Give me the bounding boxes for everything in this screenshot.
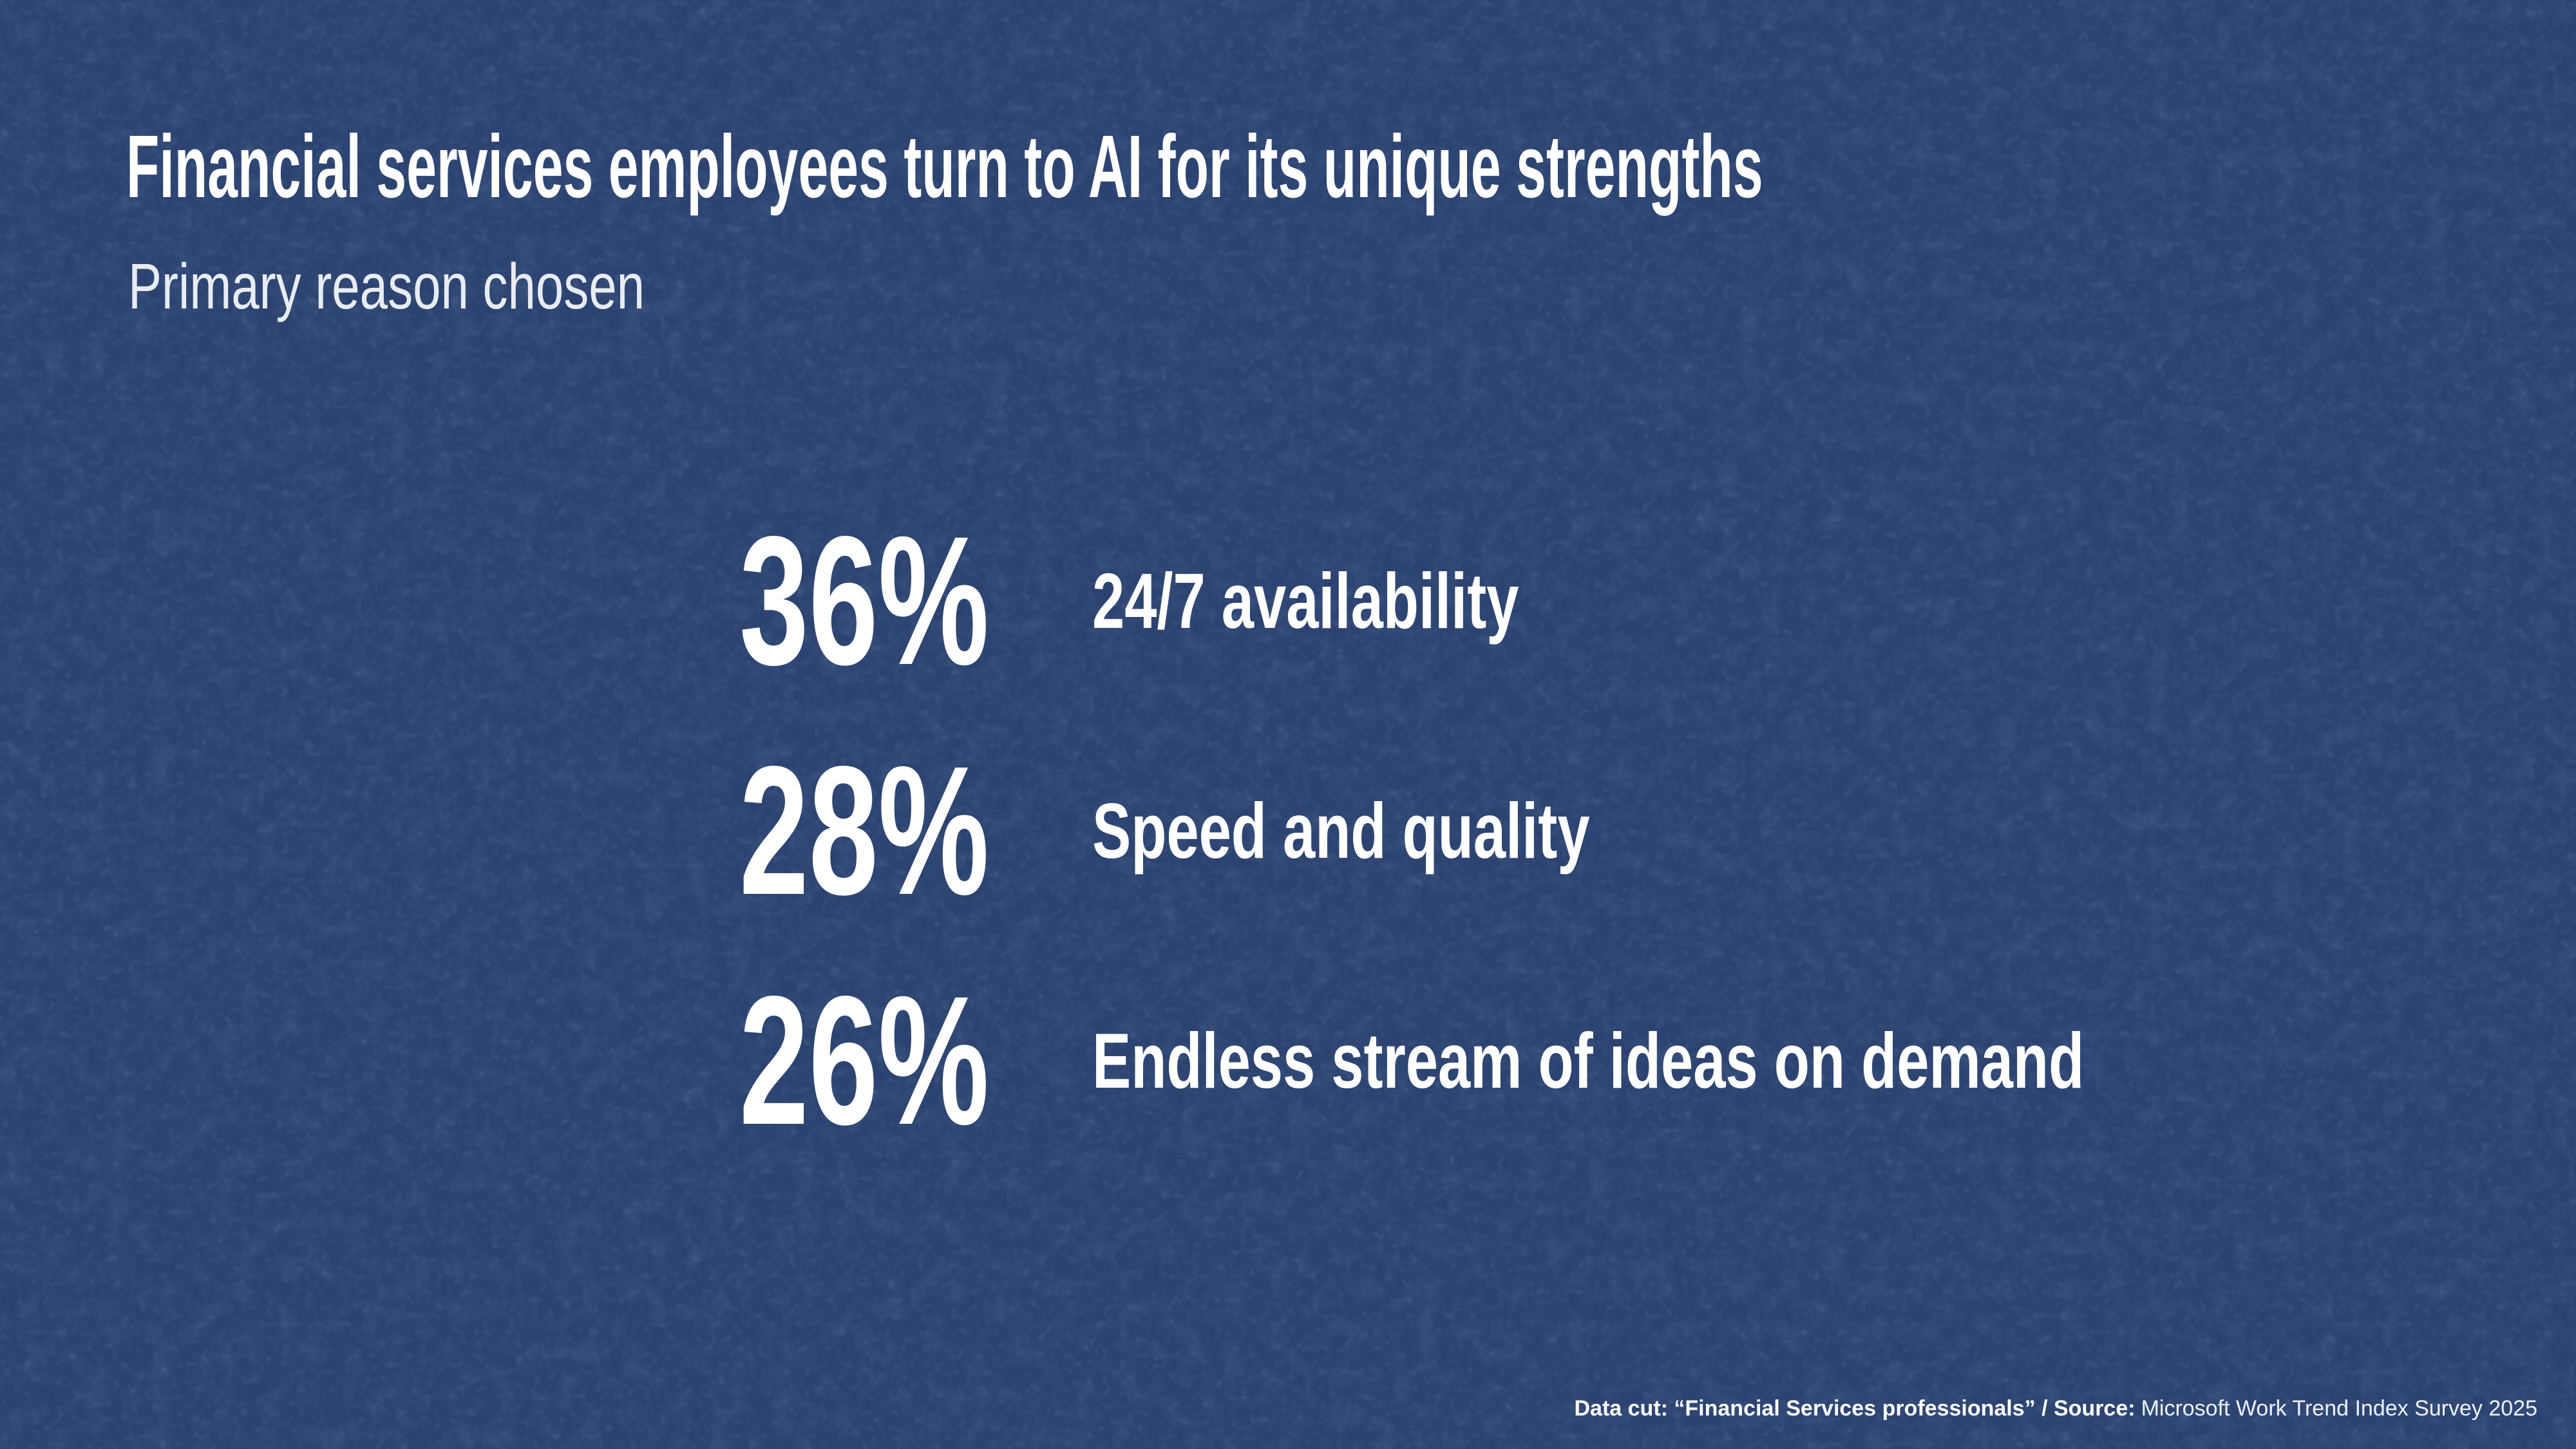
stat-value-speed-quality: 28%: [739, 728, 989, 933]
stat-label-ideas: Endless stream of ideas on demand: [1092, 1017, 2085, 1105]
page-subtitle: Primary reason chosen: [128, 251, 645, 323]
stat-value-ideas: 26%: [739, 958, 989, 1163]
stat-row-availability: 36% 24/7 availability: [739, 486, 2432, 716]
stat-value-wrap: 28%: [739, 739, 1092, 923]
stat-value-wrap: 36%: [739, 509, 1092, 693]
stat-label-availability: 24/7 availability: [1092, 557, 1519, 645]
stat-label-speed-quality: Speed and quality: [1092, 787, 1590, 875]
stat-row-speed-quality: 28% Speed and quality: [739, 716, 2432, 946]
data-cut-label: Data cut: “Financial Services profession…: [1574, 1396, 2136, 1421]
stat-row-ideas: 26% Endless stream of ideas on demand: [739, 946, 2432, 1176]
stat-value-wrap: 26%: [739, 969, 1092, 1153]
stats-list: 36% 24/7 availability 28% Speed and qual…: [739, 486, 2432, 1176]
source-attribution: Data cut: “Financial Services profession…: [1575, 1397, 2538, 1419]
source-text: Microsoft Work Trend Index Survey 2025: [2141, 1396, 2537, 1421]
stat-value-availability: 36%: [739, 498, 989, 703]
page-title: Financial services employees turn to AI …: [126, 117, 1763, 216]
